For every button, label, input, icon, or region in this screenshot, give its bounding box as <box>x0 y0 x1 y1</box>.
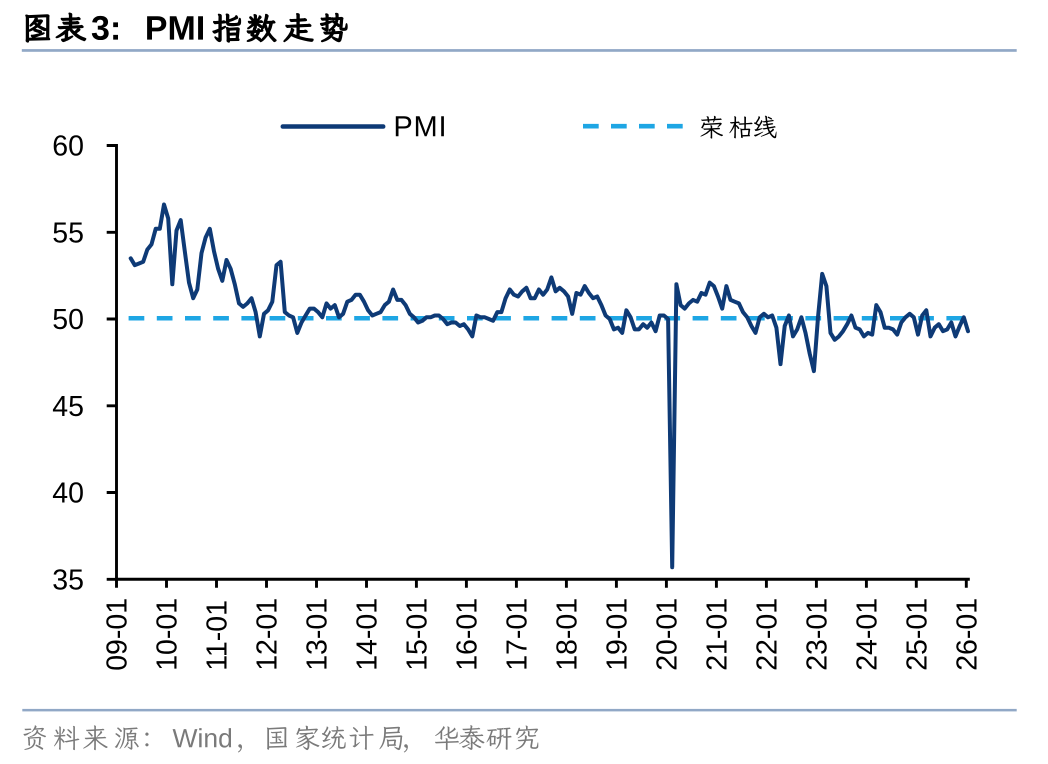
svg-text:09-01: 09-01 <box>102 598 134 671</box>
svg-text:15-01: 15-01 <box>402 598 434 671</box>
svg-text:60: 60 <box>52 131 84 163</box>
svg-text:21-01: 21-01 <box>702 598 734 671</box>
svg-text:16-01: 16-01 <box>452 598 484 671</box>
svg-text:40: 40 <box>52 478 84 510</box>
svg-text:55: 55 <box>52 217 84 249</box>
svg-text:12-01: 12-01 <box>252 598 284 671</box>
svg-text:25-01: 25-01 <box>902 598 934 671</box>
svg-text:24-01: 24-01 <box>852 598 884 671</box>
svg-text:13-01: 13-01 <box>302 598 334 671</box>
svg-text:50: 50 <box>52 304 84 336</box>
svg-text:35: 35 <box>52 564 84 596</box>
svg-text:14-01: 14-01 <box>352 598 384 671</box>
svg-text:11-01: 11-01 <box>202 600 234 671</box>
svg-text:19-01: 19-01 <box>602 598 634 671</box>
svg-text:20-01: 20-01 <box>652 598 684 671</box>
svg-text:18-01: 18-01 <box>552 598 584 671</box>
svg-text:22-01: 22-01 <box>752 598 784 671</box>
svg-text:23-01: 23-01 <box>802 598 834 671</box>
svg-text:26-01: 26-01 <box>952 598 984 671</box>
svg-text:17-01: 17-01 <box>502 598 534 671</box>
svg-text:45: 45 <box>52 391 84 423</box>
svg-text:10-01: 10-01 <box>152 598 184 671</box>
